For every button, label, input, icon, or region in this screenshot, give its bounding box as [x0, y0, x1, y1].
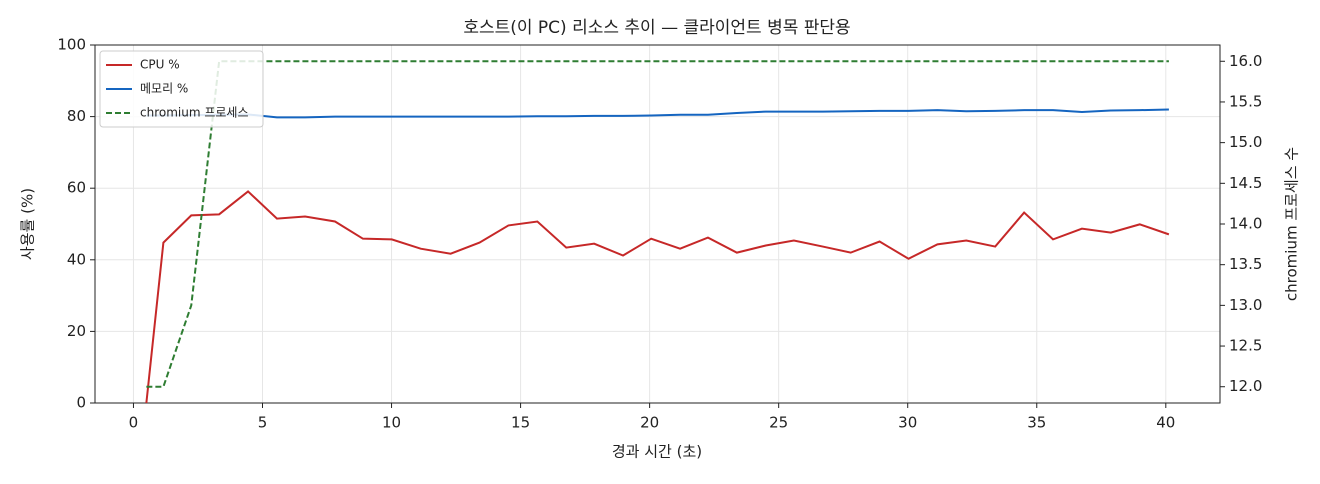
x-tick-label: 30: [898, 414, 917, 432]
plot-frame: [94, 44, 1221, 404]
y2-axis-label: chromium 프로세스 수: [1283, 147, 1301, 301]
y2-tick-label: 13.0: [1229, 296, 1262, 314]
x-tick-label: 10: [382, 414, 401, 432]
legend-label: 메모리 %: [140, 82, 188, 96]
y-tick-label: 100: [57, 36, 86, 54]
series-line: [146, 60, 1169, 388]
x-tick-label: 20: [640, 414, 659, 432]
x-tick-label: 40: [1156, 414, 1175, 432]
y-tick-label: 40: [67, 250, 86, 268]
x-tick-label: 35: [1027, 414, 1046, 432]
y-tick-label: 0: [76, 394, 86, 412]
y-tick-label: 80: [67, 107, 86, 125]
x-tick-label: 25: [769, 414, 788, 432]
x-tick-label: 0: [129, 414, 139, 432]
legend-label: chromium 프로세스: [140, 106, 249, 120]
chart-title: 호스트(이 PC) 리소스 추이 — 클라이언트 병목 판단용: [463, 18, 850, 38]
y2-tick-label: 15.0: [1229, 133, 1262, 151]
legend-box: [99, 50, 264, 128]
legend-label: CPU %: [140, 58, 180, 72]
y2-tick-label: 12.5: [1229, 337, 1262, 355]
y2-tick-label: 13.5: [1229, 255, 1262, 273]
series-line: [145, 190, 1170, 403]
series-line: [146, 108, 1169, 119]
y-axis-label: 사용률 (%): [19, 188, 37, 260]
y-tick-label: 20: [67, 322, 86, 340]
x-tick-label: 15: [511, 414, 530, 432]
y2-tick-label: 15.5: [1229, 92, 1262, 110]
y2-tick-label: 12.0: [1229, 377, 1262, 395]
y2-tick-label: 14.0: [1229, 215, 1262, 233]
y2-tick-label: 14.5: [1229, 174, 1262, 192]
y2-tick-label: 16.0: [1229, 52, 1262, 70]
x-axis-label: 경과 시간 (초): [612, 443, 702, 461]
y-tick-label: 60: [67, 179, 86, 197]
x-tick-label: 5: [258, 414, 268, 432]
